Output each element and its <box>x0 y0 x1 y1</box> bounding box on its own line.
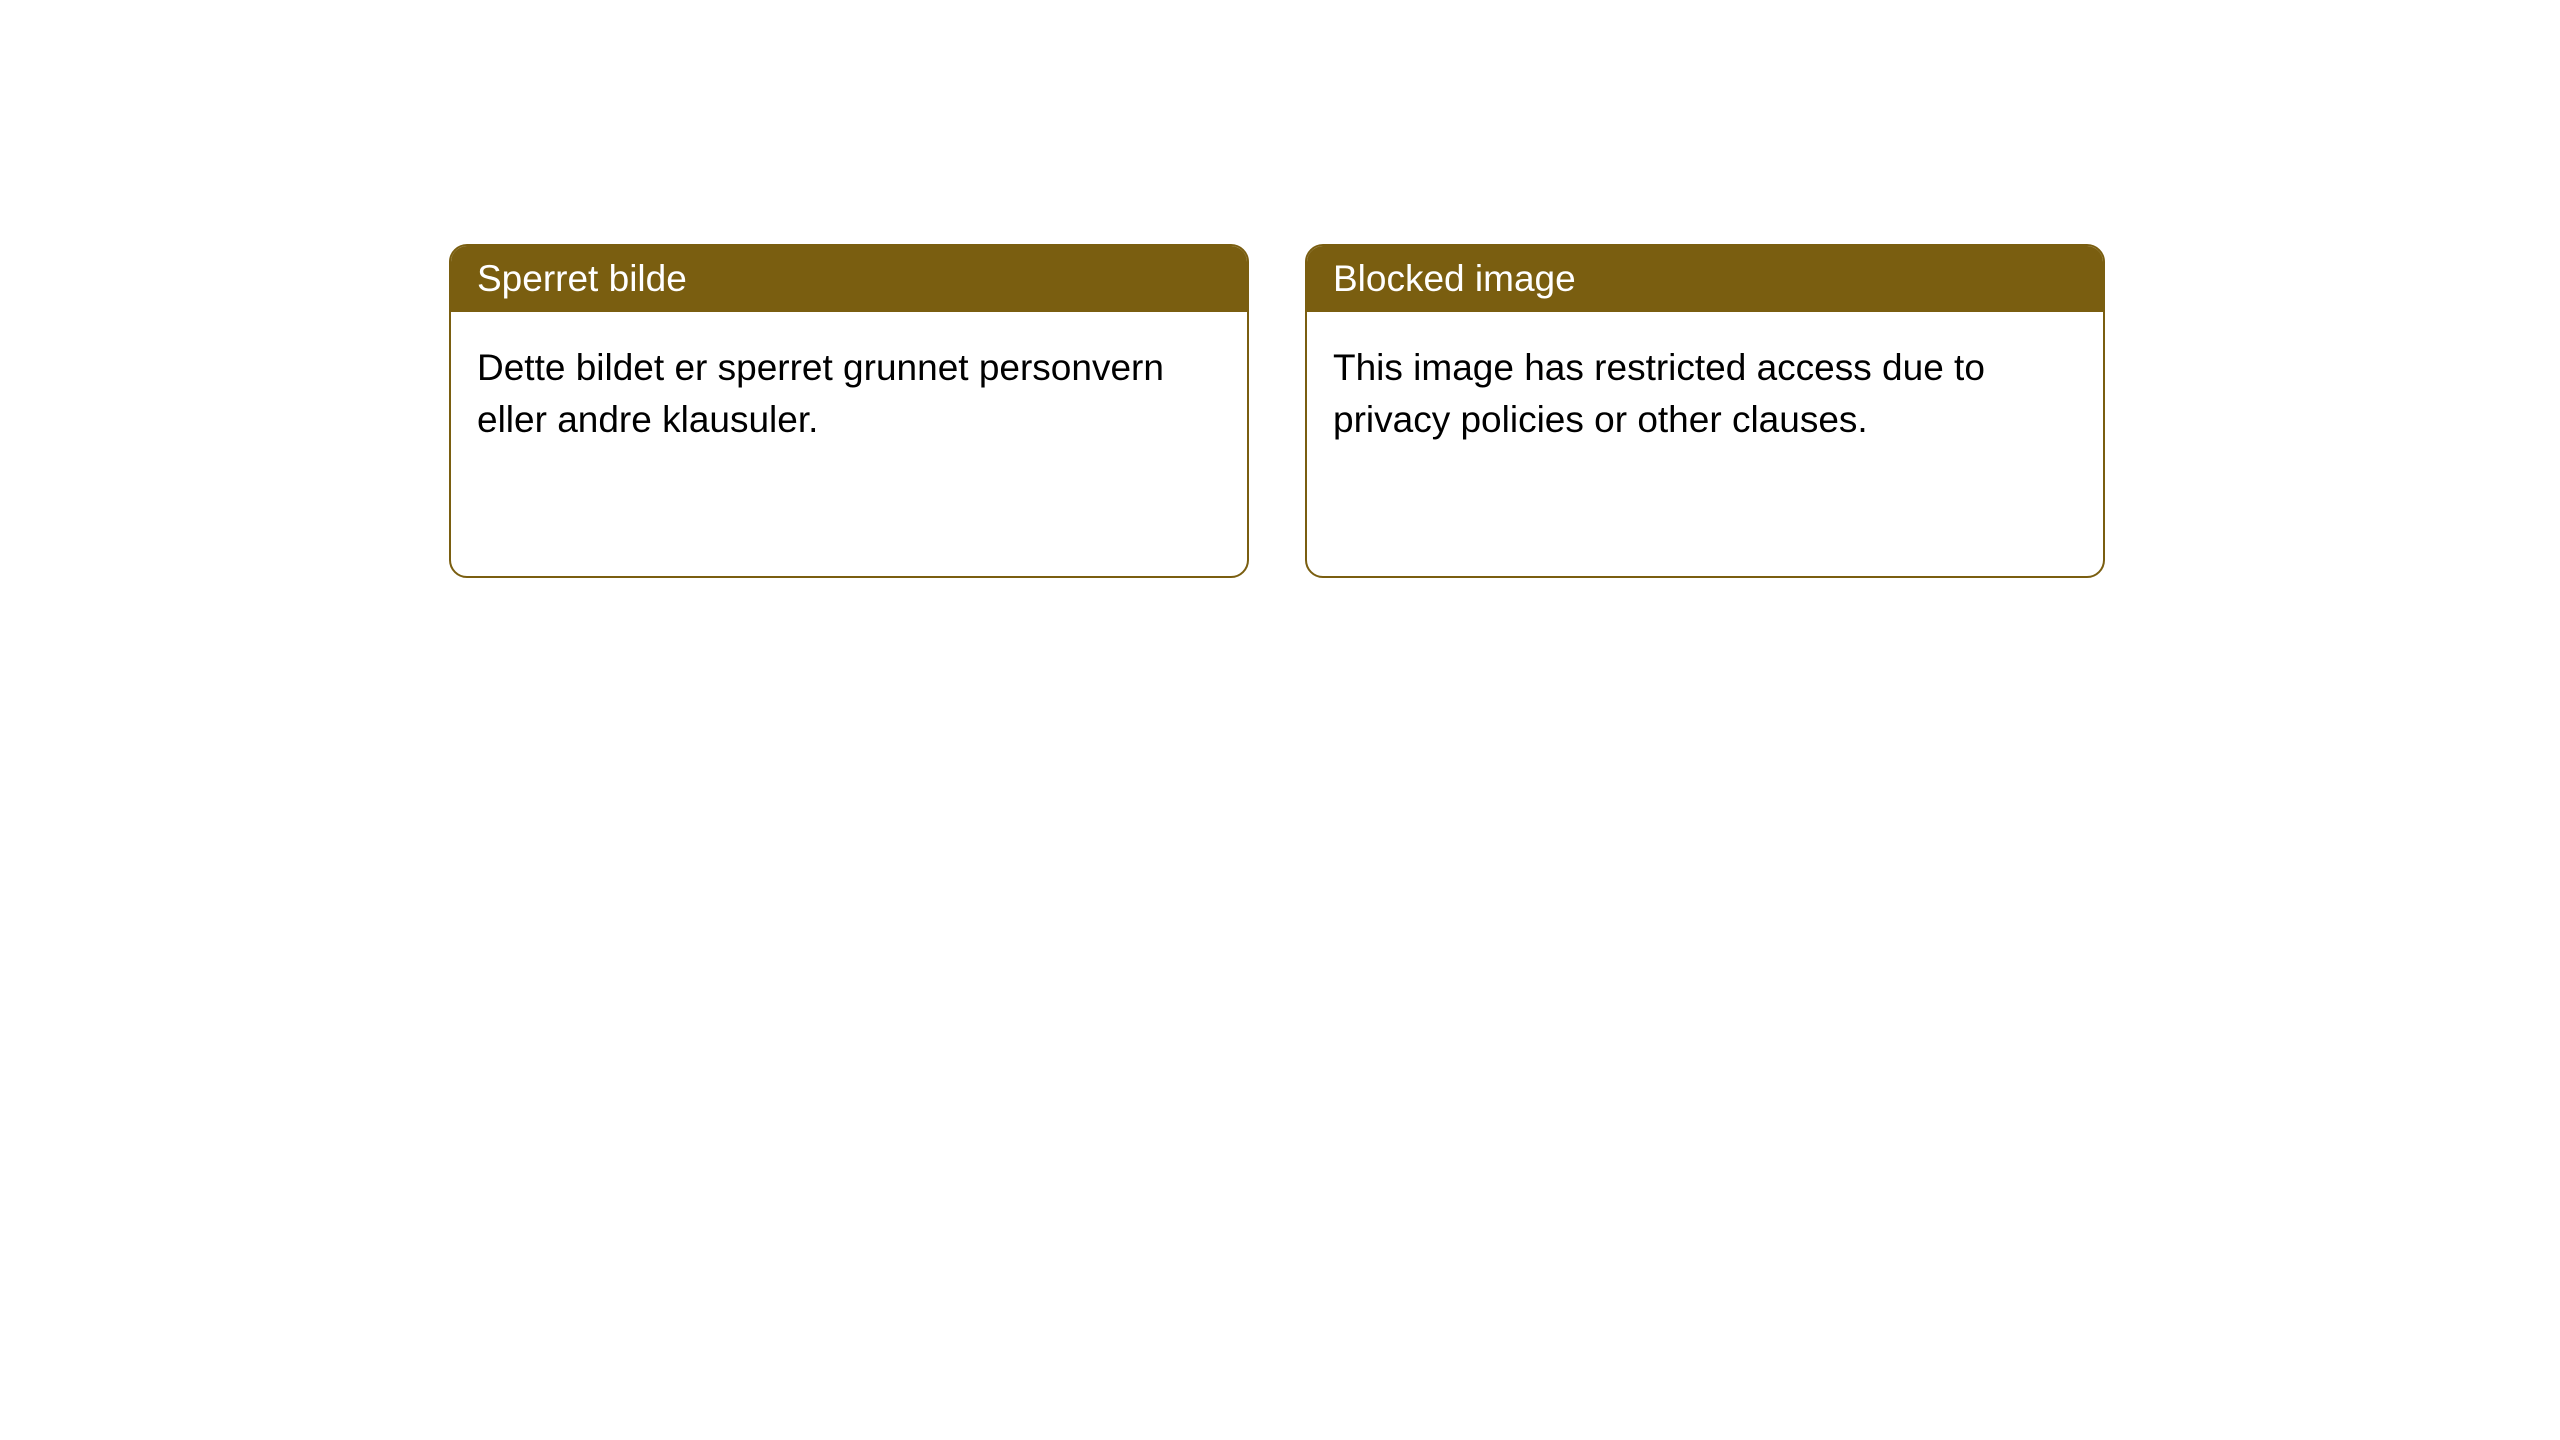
notice-card-no: Sperret bilde Dette bildet er sperret gr… <box>449 244 1249 578</box>
card-title: Sperret bilde <box>477 258 687 299</box>
card-body: Dette bildet er sperret grunnet personve… <box>451 312 1247 476</box>
notice-container: Sperret bilde Dette bildet er sperret gr… <box>0 0 2560 578</box>
card-header: Blocked image <box>1307 246 2103 312</box>
card-header: Sperret bilde <box>451 246 1247 312</box>
card-body-text: This image has restricted access due to … <box>1333 347 1985 440</box>
card-body-text: Dette bildet er sperret grunnet personve… <box>477 347 1164 440</box>
card-body: This image has restricted access due to … <box>1307 312 2103 476</box>
card-title: Blocked image <box>1333 258 1576 299</box>
notice-card-en: Blocked image This image has restricted … <box>1305 244 2105 578</box>
